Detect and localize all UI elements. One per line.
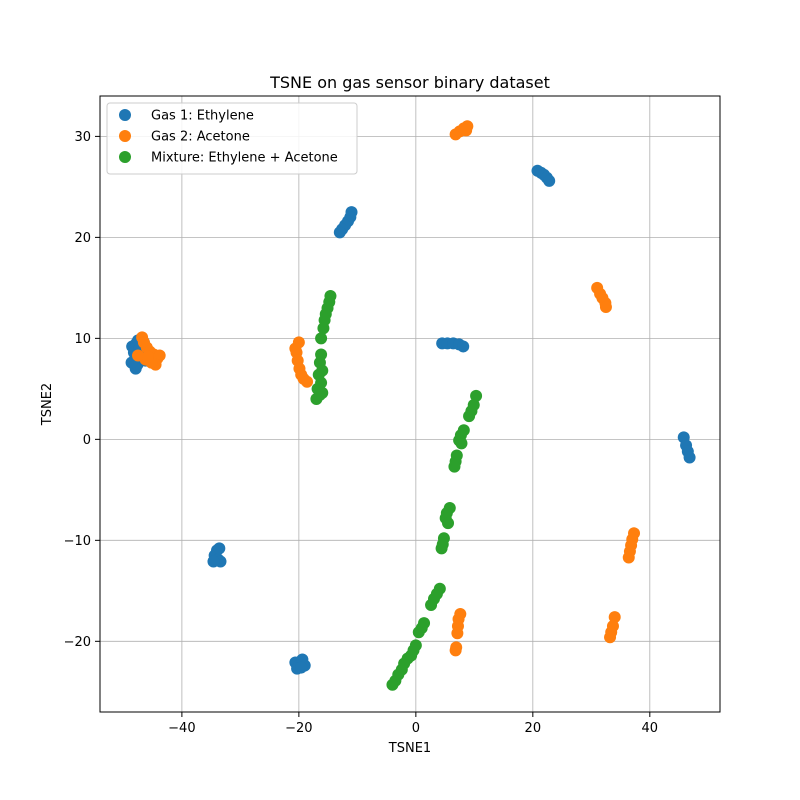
grid-lines [100,96,720,712]
data-point [449,644,462,657]
legend-label: Gas 1: Ethylene [151,109,254,124]
data-point [622,551,635,564]
series-2 [132,120,641,657]
y-tick-label: 20 [74,231,91,246]
y-axis-label: TSNE2 [40,383,55,426]
x-tick-label: 0 [412,721,420,736]
data-point [425,598,438,611]
data-point [207,555,220,568]
chart-title: TSNE on gas sensor binary dataset [269,73,550,92]
data-point [543,174,556,187]
x-tick-label: −20 [285,721,312,736]
data-point [604,631,617,644]
x-tick-label: −40 [168,721,195,736]
legend-label: Gas 2: Acetone [151,130,250,145]
series-1 [125,164,696,675]
data-point [460,124,473,137]
legend-marker [119,151,131,163]
legend: Gas 1: Ethylene Gas 2: Acetone Mixture: Et… [106,102,358,175]
data-point [608,611,621,624]
data-point [435,542,448,555]
data-point [386,678,399,691]
data-point [141,350,154,363]
legend-box [106,102,358,175]
y-tick-label: 10 [74,332,91,347]
y-tick-label: 0 [83,433,91,448]
y-tick-label: 30 [74,130,91,145]
data-point [317,322,330,335]
data-point [316,386,329,399]
series-3 [310,289,483,691]
data-point [333,226,346,239]
data-point [683,451,696,464]
data-point [451,627,464,640]
data-point [463,410,476,423]
data-points [125,120,696,691]
data-point [448,460,461,473]
data-point [442,517,455,530]
y-tick-label: −20 [64,635,91,650]
plot-frame [99,95,721,713]
data-point [412,626,425,639]
y-tick-label: −10 [64,534,91,549]
data-point [599,301,612,314]
data-point [153,349,166,362]
legend-marker [119,109,131,121]
data-point [315,332,328,345]
legend-marker [119,130,131,142]
data-point [455,437,468,450]
data-point [213,542,226,555]
data-point [301,375,314,388]
data-point [470,389,483,402]
data-point [295,661,308,674]
x-tick-label: 20 [525,721,542,736]
data-point [289,342,302,355]
axis-ticks: −40 −20 0 20 40 −20 −10 0 10 20 30 [64,130,659,736]
data-point [457,340,470,353]
data-point [132,349,145,362]
x-axis-label: TSNE1 [388,741,431,756]
x-tick-label: 40 [642,721,659,736]
legend-label: Mixture: Ethylene + Acetone [151,151,338,166]
